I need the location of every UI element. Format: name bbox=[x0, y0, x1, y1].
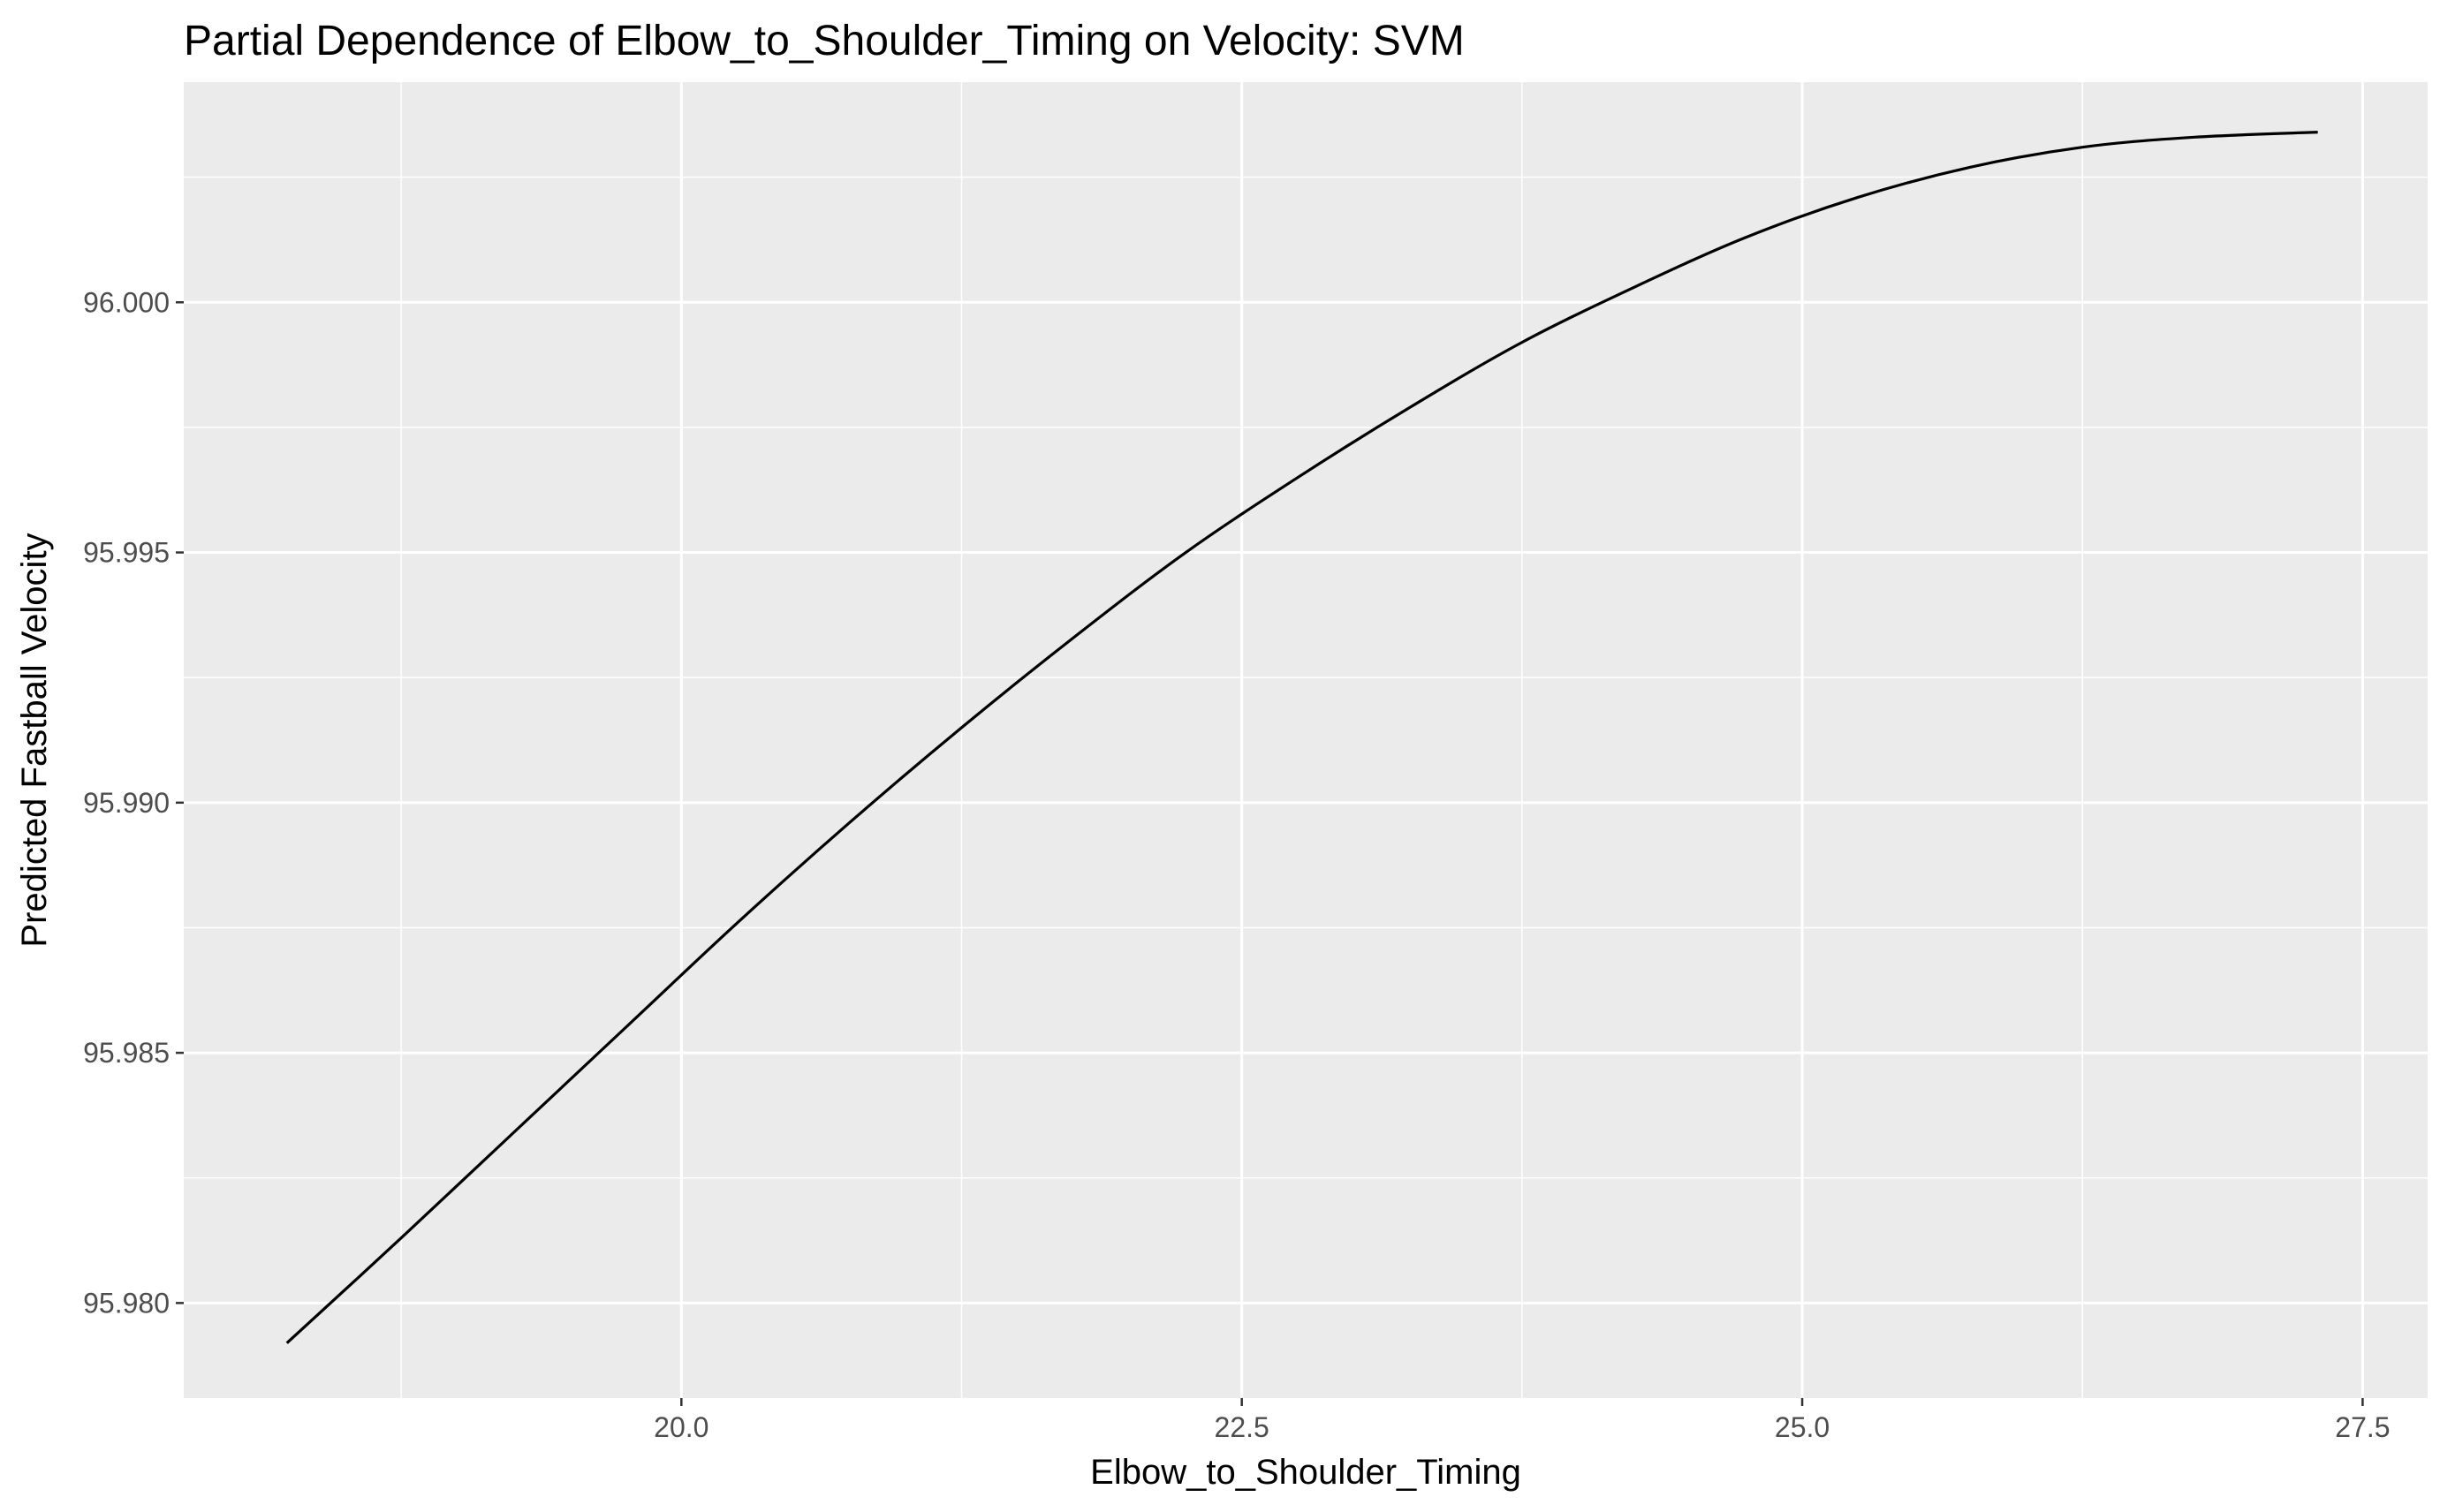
y-tick-label: 95.980 bbox=[83, 1287, 170, 1319]
y-tick-label: 95.990 bbox=[83, 787, 170, 819]
chart-title: Partial Dependence of Elbow_to_Shoulder_… bbox=[184, 18, 1465, 64]
x-tick-label: 20.0 bbox=[654, 1411, 709, 1443]
y-tick-label: 95.985 bbox=[83, 1037, 170, 1069]
y-tick-label: 95.995 bbox=[83, 537, 170, 569]
axis-ticks bbox=[176, 301, 2364, 1406]
x-tick-label: 27.5 bbox=[2335, 1411, 2390, 1443]
x-tick-label: 22.5 bbox=[1215, 1411, 1269, 1443]
x-tick-label: 25.0 bbox=[1775, 1411, 1830, 1443]
y-axis-title: Predicted Fastball Velocity bbox=[15, 533, 54, 947]
plot-panel bbox=[184, 82, 2428, 1398]
major-gridlines bbox=[184, 82, 2428, 1398]
partial-dependence-line bbox=[285, 131, 2318, 1344]
tick-labels: 20.0 22.5 25.0 27.5 95.980 95.985 95.990 95.995… bbox=[83, 286, 2390, 1443]
series-layer bbox=[285, 131, 2318, 1344]
y-tick-label: 96.000 bbox=[83, 286, 170, 318]
x-axis-title: Elbow_to_Shoulder_Timing bbox=[1090, 1453, 1521, 1492]
